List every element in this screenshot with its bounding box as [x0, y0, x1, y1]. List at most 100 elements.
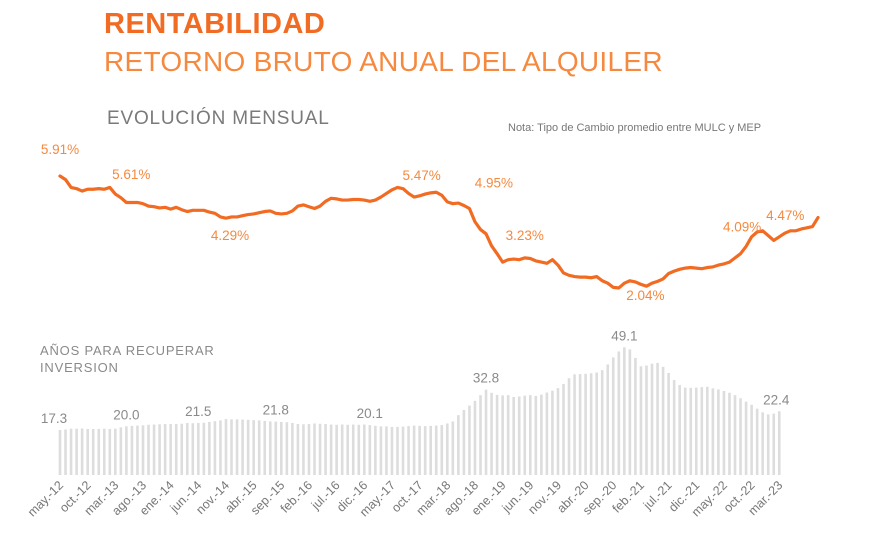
bar	[733, 395, 737, 475]
bar	[468, 405, 471, 475]
bar	[246, 419, 250, 475]
bar	[368, 425, 372, 475]
bar	[152, 424, 156, 475]
bar	[202, 422, 206, 475]
bar	[766, 414, 770, 475]
bar	[296, 424, 300, 475]
bar	[291, 422, 294, 475]
bar	[744, 401, 748, 475]
bar	[302, 424, 305, 475]
page-title: RENTABILIDAD	[104, 8, 326, 40]
bar	[407, 426, 410, 475]
bar	[490, 392, 493, 475]
bar	[363, 424, 366, 475]
bar	[385, 426, 388, 475]
bar	[80, 428, 84, 475]
bar	[484, 389, 488, 475]
bar	[739, 398, 742, 475]
bar	[634, 357, 637, 475]
bar	[606, 364, 610, 475]
bar-series	[58, 347, 781, 475]
bar	[114, 428, 117, 475]
bar	[158, 424, 161, 475]
bar	[667, 373, 670, 475]
bar	[108, 428, 112, 475]
bar	[263, 420, 267, 475]
bar-data-label: 32.8	[473, 371, 499, 386]
bar-data-label: 17.3	[41, 411, 67, 426]
bar-data-label: 20.1	[357, 406, 383, 421]
bar	[512, 396, 515, 475]
bar	[628, 349, 632, 475]
bar	[357, 424, 361, 475]
bar	[495, 394, 499, 475]
bar	[219, 420, 222, 475]
bar	[169, 424, 172, 475]
bar	[639, 366, 643, 475]
bar	[434, 425, 438, 475]
line-data-label: 5.47%	[402, 168, 440, 183]
bar	[717, 389, 720, 475]
bar	[307, 424, 311, 475]
bar	[274, 421, 278, 475]
bar	[656, 362, 659, 475]
bar	[556, 388, 560, 475]
bar	[750, 404, 753, 475]
line-data-label: 2.04%	[626, 288, 664, 303]
bar	[595, 372, 598, 475]
bar	[761, 412, 764, 475]
bar	[440, 425, 444, 475]
bar	[578, 374, 582, 475]
bar	[75, 428, 78, 475]
bar	[678, 385, 681, 475]
line-series	[58, 174, 820, 290]
bar	[125, 426, 128, 475]
bar	[346, 424, 350, 475]
bar	[462, 409, 466, 475]
bar	[119, 427, 123, 475]
bar	[562, 383, 565, 475]
bar	[479, 395, 482, 475]
section-heading: EVOLUCIÓN MENSUAL	[107, 108, 330, 129]
line-data-label: 4.09%	[723, 219, 761, 234]
bar	[611, 357, 615, 475]
bar	[545, 392, 549, 475]
bar	[600, 370, 604, 475]
bar	[280, 421, 283, 475]
bar	[130, 425, 134, 475]
line-data-label: 5.61%	[112, 167, 150, 182]
bar	[318, 423, 322, 475]
bar	[517, 396, 521, 475]
bar	[374, 425, 377, 475]
line-data-label: 4.95%	[475, 176, 513, 191]
bar	[197, 422, 200, 475]
x-tick-label: may.-12	[25, 478, 66, 519]
bar	[252, 420, 255, 475]
bar	[324, 424, 327, 475]
bar	[589, 373, 593, 475]
bar	[728, 392, 731, 475]
bar	[617, 351, 621, 475]
bar	[340, 424, 344, 475]
bar	[661, 366, 665, 475]
bar	[567, 378, 571, 475]
chart-note: Nota: Tipo de Cambio promedio entre MULC…	[508, 122, 762, 134]
line-data-label: 4.47%	[766, 208, 804, 223]
bar	[528, 395, 532, 475]
bar	[623, 347, 626, 475]
bar	[694, 387, 698, 475]
bar	[772, 413, 776, 475]
bar	[523, 395, 527, 475]
bar	[163, 424, 167, 475]
bar	[777, 411, 781, 475]
bar	[224, 419, 228, 475]
bar	[185, 422, 189, 475]
page-subtitle: RETORNO BRUTO ANUAL DEL ALQUILER	[104, 46, 663, 77]
bar	[86, 428, 89, 475]
bar	[645, 365, 648, 475]
bar	[457, 415, 460, 475]
bar	[689, 387, 693, 475]
secondary-series-label-line1: AÑOS PARA RECUPERAR	[40, 343, 215, 358]
bar	[285, 422, 289, 475]
bar	[64, 429, 67, 475]
